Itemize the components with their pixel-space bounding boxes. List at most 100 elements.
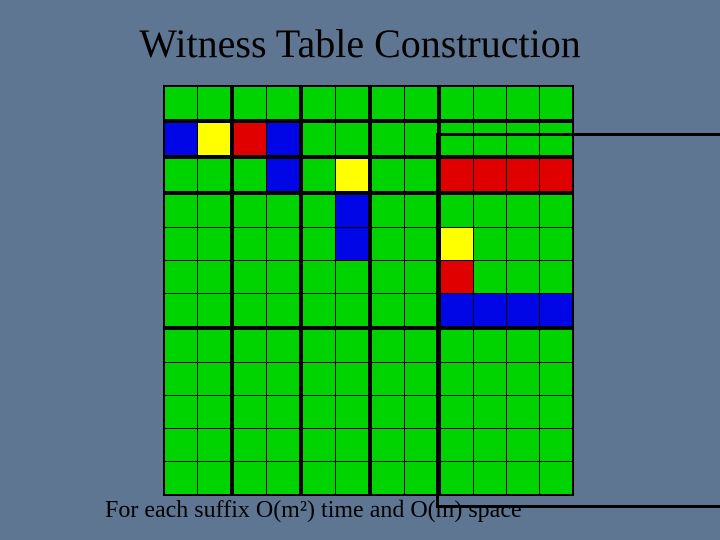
grid-cell [441, 429, 473, 461]
grid-cell [540, 462, 572, 494]
grid-cell [405, 429, 437, 461]
grid-cell [474, 87, 506, 119]
slide-title: Witness Table Construction [0, 22, 720, 66]
grid-cell [441, 228, 473, 260]
grid-cell [336, 396, 368, 428]
grid-cell [234, 228, 266, 260]
grid-cell [441, 294, 473, 326]
grid-cell [303, 294, 335, 326]
grid-cell [198, 228, 230, 260]
grid-cell [540, 429, 572, 461]
grid-cell [441, 363, 473, 395]
grid-cell [165, 363, 197, 395]
grid-cell [165, 195, 197, 227]
grid-cell [336, 123, 368, 155]
grid-cell [372, 195, 404, 227]
grid-cell [405, 123, 437, 155]
witness-grid [163, 85, 574, 496]
grid-wrap [163, 85, 574, 496]
grid-cell [165, 462, 197, 494]
grid-cell [303, 228, 335, 260]
grid-cell [165, 294, 197, 326]
grid-cell [372, 261, 404, 293]
grid-cell [198, 159, 230, 191]
grid-cell [336, 159, 368, 191]
grid-cell [405, 195, 437, 227]
grid-cell [198, 195, 230, 227]
grid-cell [540, 195, 572, 227]
grid-cell [303, 429, 335, 461]
grid-cell [474, 159, 506, 191]
grid-cell [441, 330, 473, 362]
grid-cell [303, 363, 335, 395]
grid-cell [441, 159, 473, 191]
grid-cell [267, 87, 299, 119]
grid-cell [234, 396, 266, 428]
grid-cell [267, 123, 299, 155]
grid-cell [267, 462, 299, 494]
grid-cell [336, 261, 368, 293]
grid-cell [234, 462, 266, 494]
grid-cell [198, 330, 230, 362]
grid-cell [540, 396, 572, 428]
grid-cell [405, 228, 437, 260]
grid-cell [405, 159, 437, 191]
grid-cell [336, 87, 368, 119]
grid-cell [234, 261, 266, 293]
grid-cell [234, 87, 266, 119]
grid-cell [405, 462, 437, 494]
grid-cell [336, 195, 368, 227]
grid-cell [336, 462, 368, 494]
grid-cell [234, 123, 266, 155]
grid-cell [267, 159, 299, 191]
grid-cell [198, 363, 230, 395]
grid-cell [336, 228, 368, 260]
grid-cell [267, 330, 299, 362]
grid-cell [198, 294, 230, 326]
grid-cell [441, 462, 473, 494]
grid-cell [405, 261, 437, 293]
grid-cell [198, 462, 230, 494]
grid-cell [336, 429, 368, 461]
grid-cell [165, 228, 197, 260]
grid-cell [372, 396, 404, 428]
grid-cell [507, 294, 539, 326]
grid-cell [540, 159, 572, 191]
grid-cell [303, 396, 335, 428]
grid-cell [474, 363, 506, 395]
grid-cell [267, 429, 299, 461]
grid-cell [198, 396, 230, 428]
grid-cell [405, 87, 437, 119]
grid-cell [507, 159, 539, 191]
grid-cell [234, 159, 266, 191]
grid-cell [507, 363, 539, 395]
grid-cell [372, 87, 404, 119]
grid-cell [267, 396, 299, 428]
grid-cell [234, 330, 266, 362]
grid-cell [507, 261, 539, 293]
grid-cell [405, 330, 437, 362]
grid-cell [303, 159, 335, 191]
grid-cell [405, 363, 437, 395]
grid-cell [372, 294, 404, 326]
grid-cell [267, 195, 299, 227]
grid-cell [198, 123, 230, 155]
grid-cell [267, 261, 299, 293]
grid-cell [507, 123, 539, 155]
grid-cell [507, 87, 539, 119]
grid-cell [303, 123, 335, 155]
grid-cell [165, 429, 197, 461]
grid-cell [372, 123, 404, 155]
grid-cell [336, 363, 368, 395]
grid-cell [165, 261, 197, 293]
grid-cell [372, 462, 404, 494]
grid-cell [405, 396, 437, 428]
grid-cell [267, 228, 299, 260]
grid-cell [234, 363, 266, 395]
grid-cell [372, 330, 404, 362]
grid-cell [474, 261, 506, 293]
grid-cell [474, 330, 506, 362]
grid-cell [267, 294, 299, 326]
grid-cell [507, 195, 539, 227]
grid-cell [372, 159, 404, 191]
